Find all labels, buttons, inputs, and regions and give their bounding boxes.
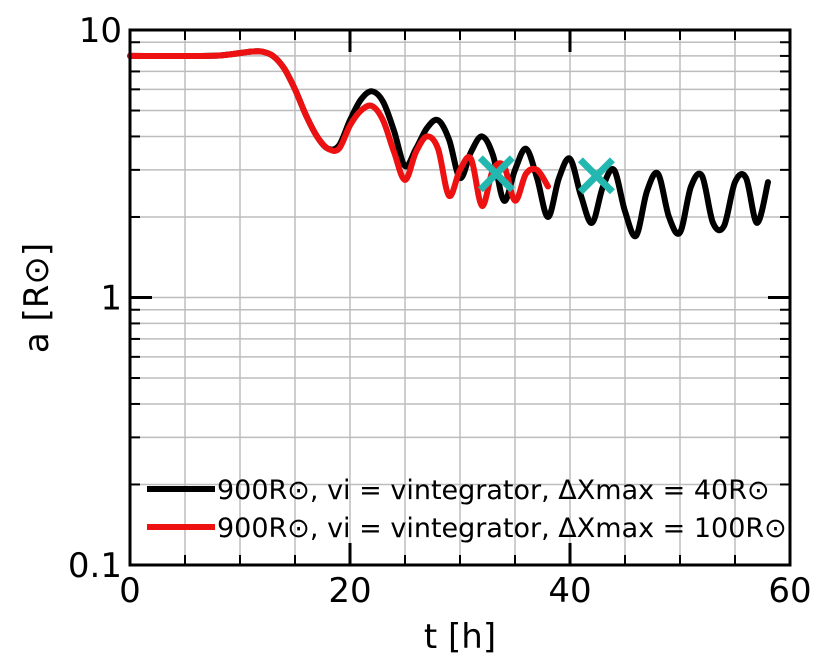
x-tick-label: 40 (548, 571, 591, 611)
cross-marker-stroke (577, 157, 615, 195)
x-tick-label: 20 (328, 571, 371, 611)
cross-marker-2 (577, 157, 615, 195)
x-tick-label: 60 (768, 571, 811, 611)
legend-label-series-2: 900R⊙, vi = vintegrator, ΔXmax = 100R⊙ (217, 513, 787, 544)
legend-label-series-1: 900R⊙, vi = vintegrator, ΔXmax = 40R⊙ (217, 475, 770, 506)
series-layer (127, 48, 771, 240)
x-tick-label: 0 (119, 571, 141, 611)
y-tick-label: 0.1 (68, 546, 122, 586)
cross-marker-stroke (477, 155, 515, 193)
tick-labels: 0 20 40 60 0.1 1 10 (68, 11, 812, 611)
grid (130, 30, 790, 565)
minor-ticks (130, 30, 790, 565)
major-ticks (130, 30, 790, 565)
y-tick-label: 1 (100, 279, 122, 319)
x-axis-label: t [h] (424, 617, 496, 657)
y-tick-label: 10 (79, 11, 122, 51)
legend: 900R⊙, vi = vintegrator, ΔXmax = 40R⊙ 90… (147, 475, 787, 544)
cross-marker-1 (477, 155, 515, 193)
marker-layer (477, 155, 615, 195)
y-axis-label: a [R⊙] (17, 243, 57, 353)
series-line-1 (127, 48, 771, 240)
